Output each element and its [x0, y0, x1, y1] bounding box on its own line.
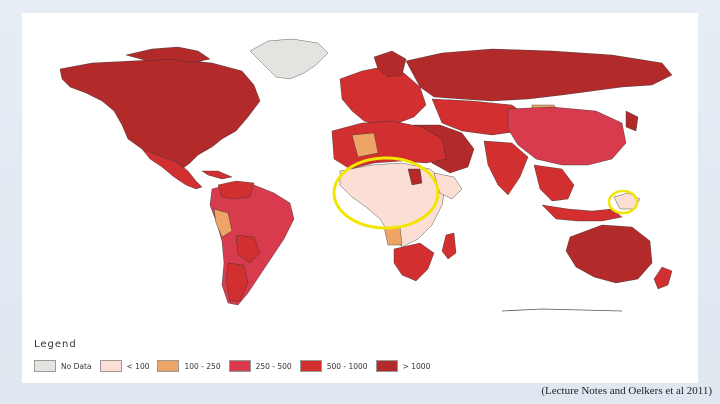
mexico — [141, 148, 203, 190]
legend-label: No Data — [61, 361, 92, 371]
scandinavia — [373, 50, 407, 78]
russia — [405, 48, 673, 102]
legend-item-lt-100: < 100 — [99, 360, 150, 372]
citation: (Lecture Notes and Oelkers et al 2011) — [541, 385, 712, 397]
europe — [339, 66, 427, 126]
antarctica-edge — [501, 308, 623, 312]
greenland — [249, 38, 329, 80]
legend-swatch — [299, 360, 322, 372]
madagascar — [441, 232, 457, 260]
peru — [213, 208, 233, 238]
southeast-asia — [533, 164, 575, 202]
caribbean — [201, 170, 233, 180]
legend-swatch — [34, 360, 56, 372]
legend-item-250-500: 250 - 500 — [228, 360, 292, 372]
bolivia-paraguay — [235, 234, 261, 264]
world-map — [59, 38, 673, 312]
sahara-accent — [351, 132, 379, 158]
legend-item-no-data: No Data — [34, 360, 92, 372]
new-zealand — [653, 266, 673, 290]
legend-swatch — [228, 360, 251, 372]
legend-item-gt-1000: > 1000 — [375, 360, 431, 372]
china — [507, 106, 627, 166]
angola-accent — [383, 226, 403, 246]
legend-title: Legend — [34, 339, 77, 350]
subsaharan-africa — [339, 162, 447, 248]
legend-label: > 1000 — [402, 361, 431, 371]
legend-swatch — [375, 360, 398, 372]
japan-korea — [625, 110, 639, 132]
canada-north — [125, 46, 211, 64]
australia — [565, 224, 653, 284]
north-america — [59, 58, 261, 170]
argentina-chile — [225, 262, 249, 302]
southern-africa — [393, 242, 435, 282]
africa-north — [331, 120, 447, 170]
indonesia — [541, 204, 623, 222]
colombia-venezuela — [217, 180, 255, 200]
legend-item-500-1000: 500 - 1000 — [299, 360, 368, 372]
india — [483, 140, 529, 196]
legend-item-100-250: 100 - 250 — [157, 360, 221, 372]
sudan-accent — [407, 168, 423, 186]
legend-label: 500 - 1000 — [326, 361, 368, 371]
highlight-circle-africa — [332, 156, 440, 230]
legend-swatch — [157, 360, 180, 372]
legend-label: 100 - 250 — [184, 361, 221, 371]
legend-label: 250 - 500 — [255, 361, 292, 371]
legend: No Data < 100 100 - 250 250 - 500 500 - … — [34, 358, 438, 374]
legend-swatch — [99, 360, 122, 372]
map-panel: Legend No Data < 100 100 - 250 250 - 500… — [22, 13, 698, 383]
highlight-circle-new-guinea — [607, 189, 639, 215]
legend-label: < 100 — [126, 361, 150, 371]
